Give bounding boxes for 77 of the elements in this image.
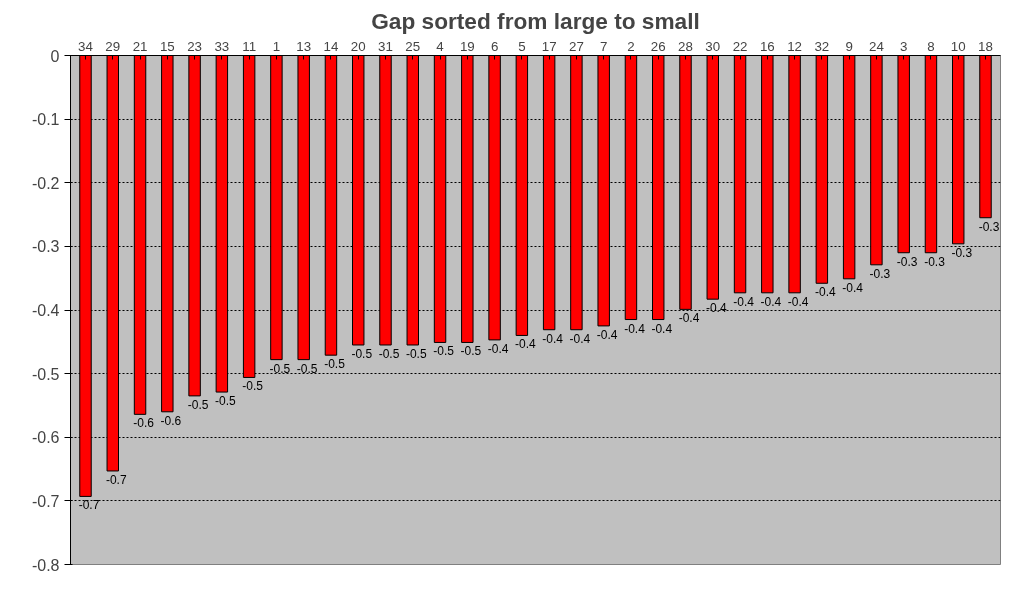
data-label: -0.5 xyxy=(296,361,318,376)
x-tick-label: 16 xyxy=(759,38,775,54)
x-tick-label: 3 xyxy=(899,38,908,54)
x-tick-label: 24 xyxy=(869,38,885,54)
data-label: -0.5 xyxy=(433,344,455,359)
x-tick-label: 25 xyxy=(405,38,421,54)
x-tick-label: 17 xyxy=(541,38,557,54)
y-tick-label: -0.5 xyxy=(31,365,60,383)
data-label: -0.4 xyxy=(678,311,700,326)
data-label: -0.4 xyxy=(569,331,591,346)
x-tick-label: 33 xyxy=(214,38,230,54)
x-tick-label: 8 xyxy=(927,38,935,54)
data-label: -0.4 xyxy=(624,321,646,336)
x-tick-label: 23 xyxy=(187,38,203,54)
x-tick-label: 13 xyxy=(296,38,312,54)
x-tick-label: 12 xyxy=(787,38,803,54)
y-tick-label: -0.7 xyxy=(31,492,60,510)
x-tick-label: 11 xyxy=(242,38,257,54)
x-tick-label: 19 xyxy=(459,38,475,54)
y-tick-label: -0.4 xyxy=(31,302,60,319)
x-tick-label: 14 xyxy=(323,38,339,54)
data-label: -0.3 xyxy=(896,254,918,269)
data-label: -0.4 xyxy=(596,327,618,342)
data-label: -0.5 xyxy=(405,346,427,361)
x-tick-label: 30 xyxy=(705,38,721,54)
x-tick-label: 10 xyxy=(950,38,966,54)
data-label: -0.4 xyxy=(733,294,755,309)
data-label: -0.5 xyxy=(269,361,291,376)
data-label: -0.4 xyxy=(787,294,809,309)
x-tick-label: 2 xyxy=(627,38,635,54)
x-tick-label: 31 xyxy=(378,38,393,54)
data-label: -0.5 xyxy=(324,357,346,372)
y-tick-label: -0.2 xyxy=(31,174,60,192)
y-tick-label: -0.1 xyxy=(31,111,60,129)
x-tick-label: 6 xyxy=(490,38,499,54)
data-label: -0.3 xyxy=(924,254,946,269)
data-label: -0.7 xyxy=(105,472,127,487)
data-label: -0.6 xyxy=(160,413,182,428)
data-label: -0.4 xyxy=(515,337,537,352)
y-tick-label: -0.6 xyxy=(31,429,60,447)
data-label: -0.4 xyxy=(651,321,673,336)
data-label: -0.4 xyxy=(487,341,509,356)
x-tick-label: 4 xyxy=(436,38,445,54)
data-label: -0.6 xyxy=(133,416,155,431)
chart-title: Gap sorted from large to small xyxy=(371,7,700,34)
x-tick-label: 34 xyxy=(78,38,94,54)
x-tick-label: 27 xyxy=(569,38,584,54)
data-label: -0.3 xyxy=(869,266,891,281)
data-label: -0.5 xyxy=(460,344,482,359)
x-tick-label: 7 xyxy=(599,38,608,54)
data-label: -0.4 xyxy=(705,301,727,316)
x-tick-label: 18 xyxy=(978,38,993,54)
x-tick-label: 22 xyxy=(732,38,748,54)
x-tick-label: 26 xyxy=(650,38,666,54)
data-label: -0.5 xyxy=(242,379,264,394)
x-tick-label: 1 xyxy=(272,38,281,54)
data-label: -0.4 xyxy=(760,294,782,309)
data-label: -0.5 xyxy=(378,346,400,361)
x-tick-label: 20 xyxy=(350,38,366,54)
x-tick-label: 9 xyxy=(845,38,853,54)
data-label: -0.3 xyxy=(978,219,1000,234)
x-tick-label: 5 xyxy=(518,38,526,54)
data-label: -0.3 xyxy=(951,245,973,260)
x-tick-label: 21 xyxy=(132,38,148,54)
data-label: -0.5 xyxy=(215,394,237,409)
x-tick-label: 32 xyxy=(814,38,830,54)
data-label: -0.5 xyxy=(187,397,209,412)
x-tick-label: 29 xyxy=(105,38,121,54)
x-tick-label: 15 xyxy=(159,38,175,54)
y-tick-label: -0.3 xyxy=(31,238,60,256)
data-label: -0.4 xyxy=(542,331,564,346)
data-label: -0.4 xyxy=(842,280,864,295)
x-tick-label: 28 xyxy=(678,38,693,54)
y-tick-label: 0 xyxy=(50,47,60,65)
y-tick-label: -0.8 xyxy=(31,556,60,574)
data-label: -0.4 xyxy=(815,285,837,300)
data-label: -0.5 xyxy=(351,346,373,361)
